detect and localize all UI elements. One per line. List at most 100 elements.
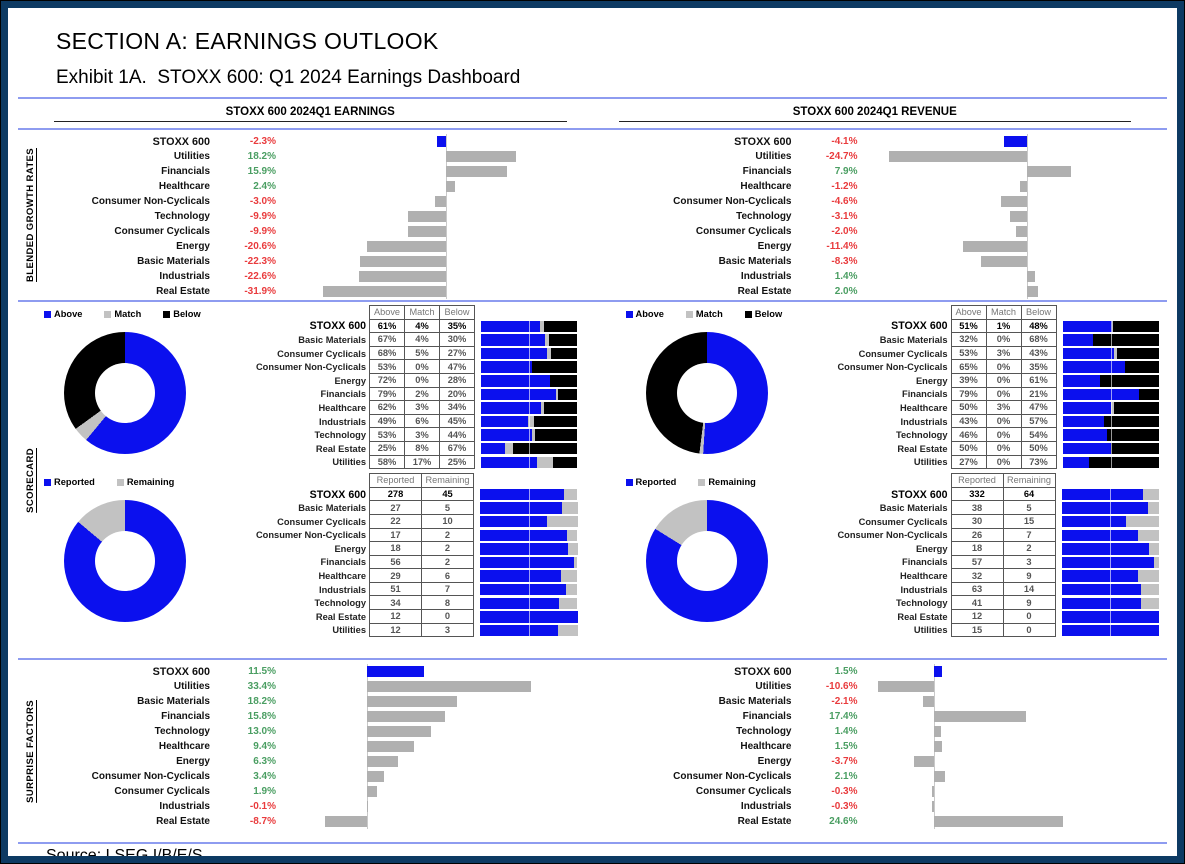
table-row: Consumer Cyclicals 30 15: [820, 513, 1160, 529]
gridline: [1110, 333, 1112, 347]
value-label: 13.0%: [247, 726, 276, 737]
category-label: STOXX 600: [891, 488, 948, 501]
category-label: Industrials: [740, 801, 792, 812]
value-cell: 18: [369, 541, 422, 556]
chart-row: STOXX 600 -2.3%: [42, 134, 578, 149]
bar-segment: [481, 388, 557, 401]
category-label: Basic Materials: [298, 334, 366, 345]
value-cell: 9: [1002, 568, 1056, 583]
chart-row: Industrials -0.1%: [42, 799, 578, 814]
column-header-cell: Match: [985, 305, 1022, 320]
proportion-bar: [481, 455, 578, 470]
value-cell: 12: [369, 609, 422, 624]
value-label: -31.9%: [244, 286, 276, 297]
bar-segment: [1112, 320, 1159, 333]
category-label: Energy: [334, 375, 366, 386]
bar-segment: [1114, 347, 1118, 360]
value-cell: 39%: [950, 372, 987, 388]
chart-row: Real Estate 2.0%: [624, 284, 1160, 299]
bar: [1026, 271, 1035, 282]
bar: [1026, 286, 1039, 297]
bar: [437, 136, 447, 147]
zero-axis: [446, 239, 448, 254]
zero-axis: [367, 799, 369, 814]
category-label: Financials: [742, 166, 792, 177]
bar-segment: [1138, 388, 1159, 401]
category-label: Consumer Cyclicals: [858, 348, 948, 359]
value-cell: 0%: [404, 359, 440, 374]
value-cell: 43%: [1020, 345, 1057, 361]
table-row: Healthcare 32 9: [820, 568, 1160, 583]
bar-segment: [1062, 361, 1126, 373]
bar-track: [866, 664, 1156, 679]
bar: [1026, 166, 1071, 177]
category-label: STOXX 600: [309, 320, 366, 333]
bar-segment: [553, 456, 578, 469]
bar-track: [866, 679, 1156, 694]
category-label: Real Estate: [897, 611, 948, 622]
value-cell: 27%: [950, 454, 987, 470]
bar-segment: [547, 515, 578, 528]
chart-row: Energy -11.4%: [624, 239, 1160, 254]
value-label: 1.9%: [253, 786, 276, 797]
value-cell: 50%: [950, 440, 987, 456]
table-row: Energy 18 2: [238, 541, 578, 556]
bar: [933, 666, 942, 677]
bar-segment: [1062, 334, 1094, 346]
scorecard-table: Above Match Below STOXX 600 51% 1% 48% Basic Ma…: [820, 305, 1160, 470]
column-header-cell: Remaining: [1002, 473, 1056, 488]
table-row: Financials 79% 0% 21%: [820, 386, 1160, 402]
gridline: [1110, 455, 1112, 470]
table-row: Consumer Non-Cyclicals 53% 0% 47%: [238, 359, 578, 374]
proportion-bar: [481, 428, 578, 442]
value-cell: 45%: [439, 413, 475, 429]
gridline: [1110, 441, 1112, 456]
category-label: Industrials: [159, 801, 210, 812]
gridline: [528, 623, 530, 638]
value-cell: 22: [369, 513, 422, 529]
proportion-bar: [481, 360, 578, 374]
table-row: Industrials 63 14: [820, 581, 1160, 597]
scorecard-block: Above Match Below Above Match Below STOXX 600 5…: [624, 305, 1160, 470]
table-row: Energy 72% 0% 28%: [238, 372, 578, 388]
revenue-reported-block: Reported Remaining Reported Remaining STOXX …: [624, 473, 1160, 638]
bar-segment: [481, 320, 540, 333]
bar-track: [284, 784, 574, 799]
bar-segment: [481, 415, 529, 428]
bar-segment: [1093, 334, 1159, 346]
bar-track: [284, 209, 574, 224]
bar-track: [284, 164, 574, 179]
legend-swatch: [625, 478, 633, 486]
value-cell: 46%: [950, 427, 987, 442]
table-row: Technology 34 8: [238, 595, 578, 611]
value-cell: 79%: [369, 386, 405, 402]
value-cell: 0%: [985, 454, 1022, 470]
value-cell: 54%: [1020, 427, 1057, 442]
category-label: Healthcare: [318, 571, 366, 582]
table-row: Financials 56 2: [238, 554, 578, 570]
category-label: Industrials: [900, 416, 948, 427]
bar-segment: [534, 415, 578, 428]
value-cell: 2: [1002, 541, 1056, 556]
earnings-surprise-chart: STOXX 600 11.5% Utilities 33.4% Basic Materi…: [42, 660, 578, 842]
zero-axis: [446, 209, 448, 224]
value-cell: 41: [950, 595, 1004, 611]
category-label: STOXX 600: [891, 320, 948, 333]
table-header-row: Reported Remaining: [820, 473, 1160, 488]
chart-row: Basic Materials -2.1%: [624, 694, 1160, 709]
bar-segment: [535, 429, 578, 441]
zero-axis: [446, 224, 448, 239]
chart-row: Real Estate 24.6%: [624, 814, 1160, 829]
bar-segment: [1149, 543, 1159, 555]
gridline: [528, 596, 530, 611]
category-label: Real Estate: [156, 286, 210, 297]
category-label: Consumer Non-Cyclicals: [837, 530, 948, 541]
proportion-bar: [480, 623, 578, 638]
bar-track: [284, 149, 574, 164]
table-row: Real Estate 12 0: [238, 609, 578, 624]
value-cell: 32%: [950, 332, 987, 347]
donut-chart: [64, 332, 186, 454]
bar: [1004, 136, 1027, 147]
gridline: [528, 582, 530, 597]
gridline: [1110, 582, 1112, 597]
